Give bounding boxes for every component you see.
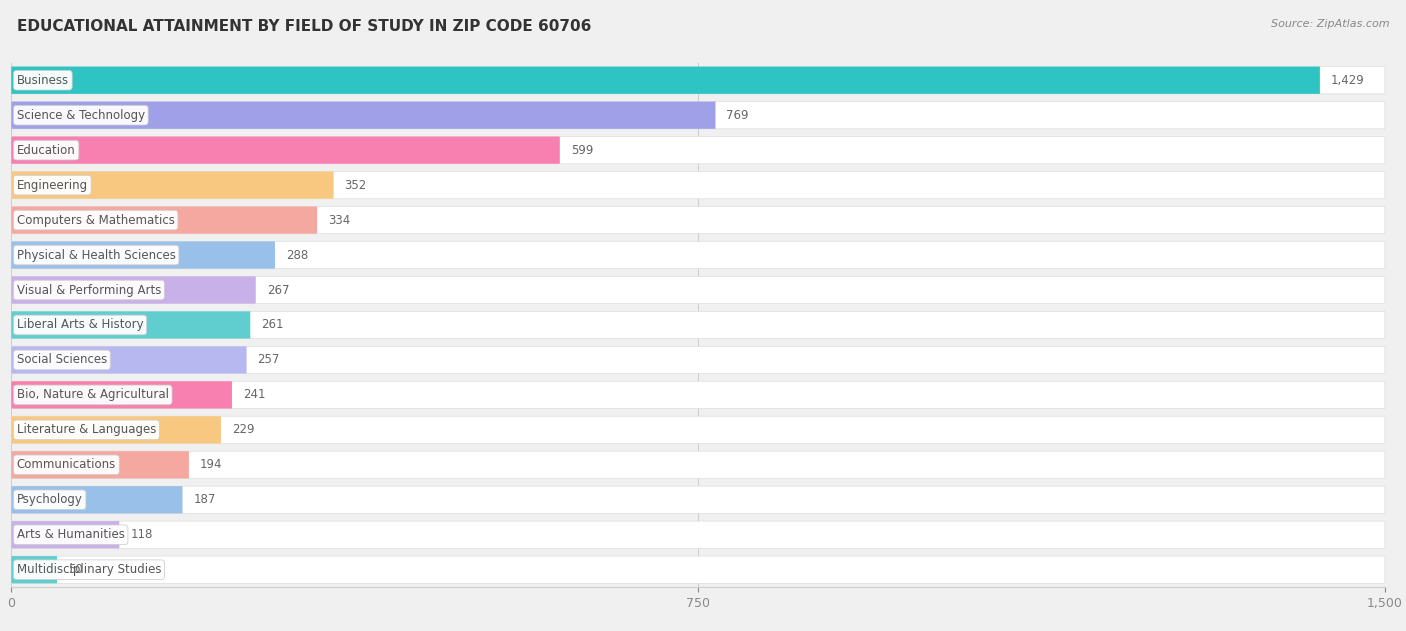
- FancyBboxPatch shape: [11, 172, 333, 199]
- Text: Business: Business: [17, 74, 69, 86]
- Text: 599: 599: [571, 144, 593, 156]
- Text: 50: 50: [67, 563, 83, 576]
- FancyBboxPatch shape: [11, 381, 1385, 408]
- Text: 187: 187: [194, 493, 217, 506]
- FancyBboxPatch shape: [11, 276, 256, 304]
- FancyBboxPatch shape: [11, 451, 188, 478]
- FancyBboxPatch shape: [11, 276, 1385, 304]
- FancyBboxPatch shape: [11, 346, 246, 374]
- FancyBboxPatch shape: [11, 311, 1385, 339]
- Text: Arts & Humanities: Arts & Humanities: [17, 528, 125, 541]
- FancyBboxPatch shape: [11, 206, 1385, 233]
- Text: Liberal Arts & History: Liberal Arts & History: [17, 319, 143, 331]
- Text: Psychology: Psychology: [17, 493, 83, 506]
- Text: Multidisciplinary Studies: Multidisciplinary Studies: [17, 563, 162, 576]
- FancyBboxPatch shape: [11, 416, 1385, 444]
- Text: Engineering: Engineering: [17, 179, 87, 192]
- Text: Communications: Communications: [17, 458, 115, 471]
- Text: Literature & Languages: Literature & Languages: [17, 423, 156, 437]
- Text: Computers & Mathematics: Computers & Mathematics: [17, 213, 174, 227]
- FancyBboxPatch shape: [11, 486, 183, 514]
- FancyBboxPatch shape: [11, 102, 716, 129]
- FancyBboxPatch shape: [11, 416, 221, 444]
- FancyBboxPatch shape: [11, 67, 1385, 94]
- Text: 267: 267: [267, 283, 290, 297]
- Text: 1,429: 1,429: [1331, 74, 1365, 86]
- Text: Bio, Nature & Agricultural: Bio, Nature & Agricultural: [17, 389, 169, 401]
- Text: Source: ZipAtlas.com: Source: ZipAtlas.com: [1271, 19, 1389, 29]
- Text: 229: 229: [232, 423, 254, 437]
- FancyBboxPatch shape: [11, 346, 1385, 374]
- FancyBboxPatch shape: [11, 102, 1385, 129]
- FancyBboxPatch shape: [11, 486, 1385, 514]
- Text: Education: Education: [17, 144, 76, 156]
- Text: Science & Technology: Science & Technology: [17, 109, 145, 122]
- FancyBboxPatch shape: [11, 67, 1320, 94]
- Text: Social Sciences: Social Sciences: [17, 353, 107, 367]
- Text: 334: 334: [328, 213, 350, 227]
- Text: EDUCATIONAL ATTAINMENT BY FIELD OF STUDY IN ZIP CODE 60706: EDUCATIONAL ATTAINMENT BY FIELD OF STUDY…: [17, 19, 592, 34]
- FancyBboxPatch shape: [11, 451, 1385, 478]
- Text: 241: 241: [243, 389, 266, 401]
- Text: 118: 118: [131, 528, 153, 541]
- FancyBboxPatch shape: [11, 136, 560, 164]
- FancyBboxPatch shape: [11, 136, 1385, 164]
- FancyBboxPatch shape: [11, 556, 1385, 583]
- Text: 769: 769: [727, 109, 749, 122]
- FancyBboxPatch shape: [11, 172, 1385, 199]
- FancyBboxPatch shape: [11, 242, 1385, 269]
- FancyBboxPatch shape: [11, 521, 1385, 548]
- FancyBboxPatch shape: [11, 521, 120, 548]
- Text: 288: 288: [285, 249, 308, 261]
- FancyBboxPatch shape: [11, 311, 250, 339]
- FancyBboxPatch shape: [11, 242, 276, 269]
- Text: 261: 261: [262, 319, 284, 331]
- Text: 194: 194: [200, 458, 222, 471]
- FancyBboxPatch shape: [11, 556, 58, 583]
- Text: Physical & Health Sciences: Physical & Health Sciences: [17, 249, 176, 261]
- Text: 257: 257: [257, 353, 280, 367]
- FancyBboxPatch shape: [11, 381, 232, 408]
- Text: 352: 352: [344, 179, 367, 192]
- FancyBboxPatch shape: [11, 206, 318, 233]
- Text: Visual & Performing Arts: Visual & Performing Arts: [17, 283, 162, 297]
